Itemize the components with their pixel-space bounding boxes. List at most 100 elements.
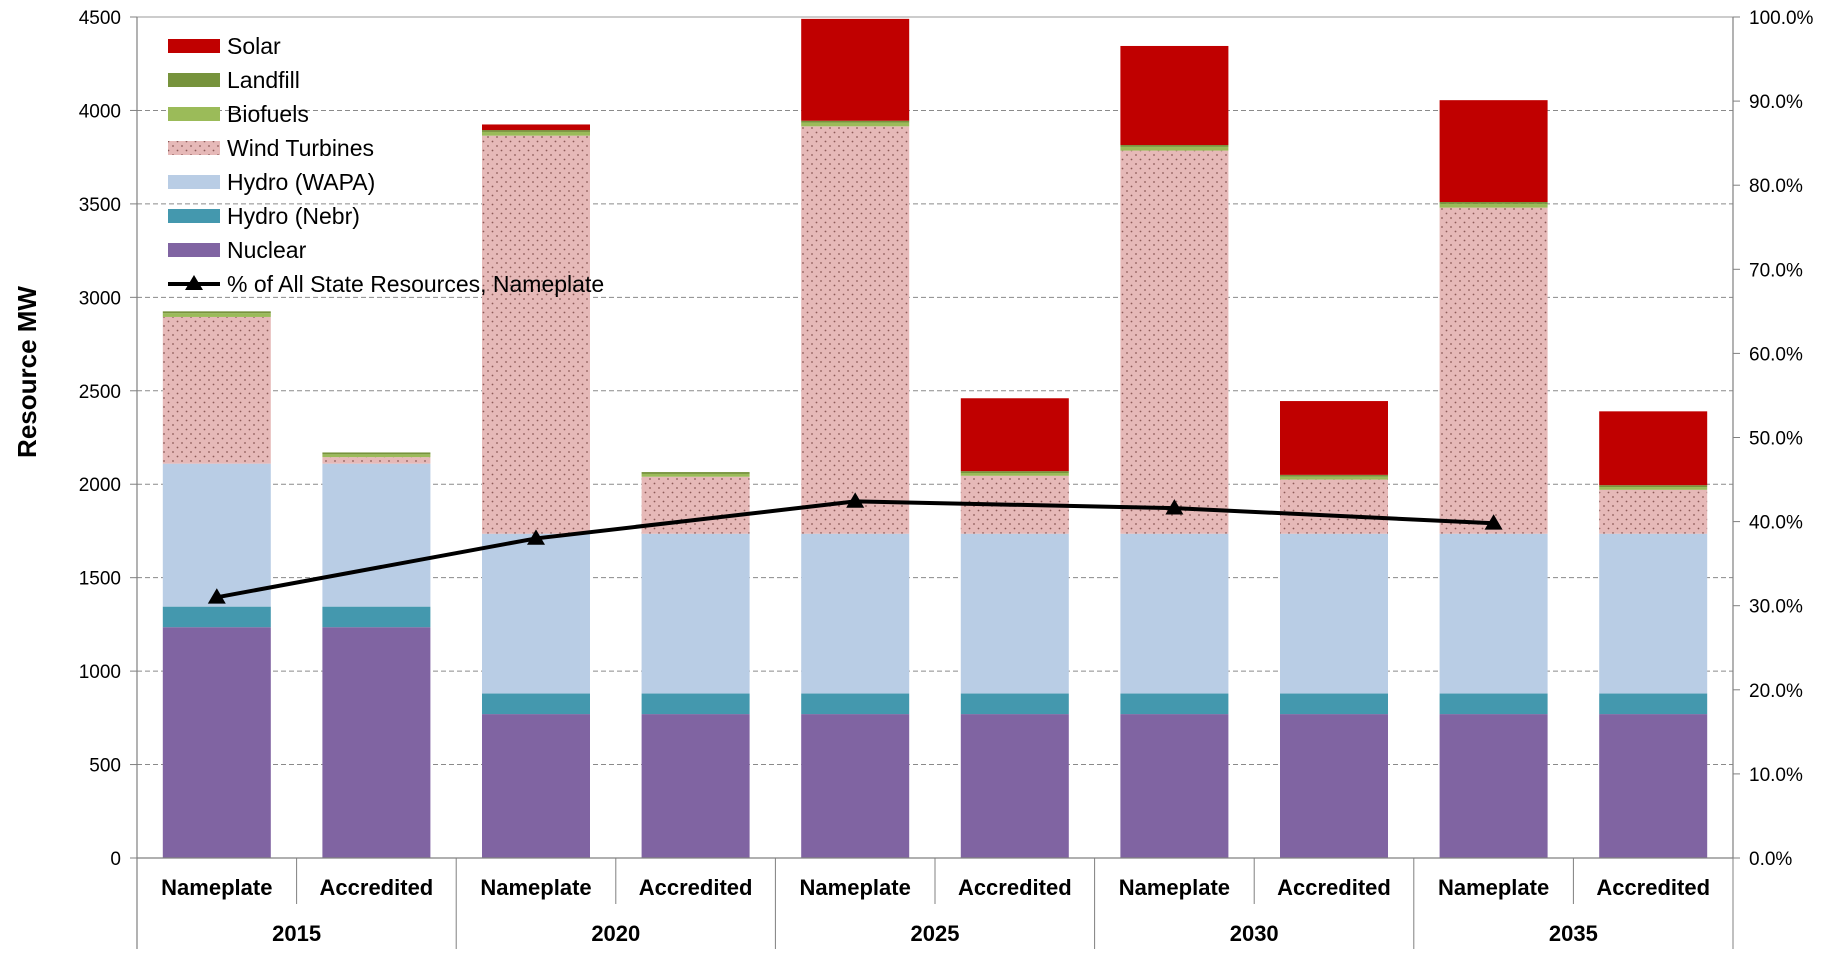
category-label: Accredited xyxy=(320,875,434,900)
y-tick-label: 3500 xyxy=(79,195,121,216)
bar-segment-wind-turbines xyxy=(322,457,431,464)
percent-line-marker xyxy=(1165,499,1184,515)
bar-segment-biofuels xyxy=(801,122,910,127)
bar-segment-wind-turbines xyxy=(801,126,910,534)
bar-segment-nuclear xyxy=(960,714,1069,858)
y2-tick-label: 50.0% xyxy=(1749,429,1803,450)
bar-segment-hydro-nebr xyxy=(960,693,1069,715)
bar-segment-nuclear xyxy=(641,714,750,858)
y2-tick-label: 40.0% xyxy=(1749,513,1803,534)
legend-label: Hydro (Nebr) xyxy=(227,203,360,229)
group-label: 2020 xyxy=(591,921,640,946)
bar-segment-hydro-nebr xyxy=(801,693,910,715)
bar-segment-biofuels xyxy=(1599,487,1708,490)
percent-line-marker xyxy=(207,588,226,604)
legend-label: Wind Turbines xyxy=(227,135,374,161)
legend-label: Landfill xyxy=(227,67,300,93)
bar-segment-hydro-nebr xyxy=(1599,693,1708,715)
category-label: Accredited xyxy=(639,875,753,900)
bar-segment-hydro-wapa xyxy=(1599,533,1708,694)
bar-segment-solar xyxy=(1599,411,1708,486)
bars xyxy=(162,18,1708,858)
y2-tick-label: 70.0% xyxy=(1749,260,1803,281)
y2-tick-label: 60.0% xyxy=(1749,344,1803,365)
y2-tick-label: 0.0% xyxy=(1749,849,1792,870)
percent-line xyxy=(207,492,1503,604)
bar-segment-solar xyxy=(1280,401,1388,475)
group-label: 2025 xyxy=(911,921,960,946)
bar-segment-landfill xyxy=(801,120,910,123)
y2-tick-label: 90.0% xyxy=(1749,92,1803,113)
legend-swatch xyxy=(168,243,220,257)
bar-segment-wind-turbines xyxy=(1439,207,1548,534)
bar-segment-solar xyxy=(482,124,590,131)
bar-segment-landfill xyxy=(1280,474,1388,477)
bar-segment-landfill xyxy=(482,130,590,132)
legend-label: Biofuels xyxy=(227,101,309,127)
category-label: Accredited xyxy=(1596,875,1710,900)
bar-segment-hydro-nebr xyxy=(162,606,271,628)
bar-segment-hydro-nebr xyxy=(641,693,750,715)
category-label: Nameplate xyxy=(1119,875,1230,900)
axes: 0 500 1000 1500 2000 2500 3000 3500 4000 4500 0.0%… xyxy=(79,8,1814,949)
percent-line-marker xyxy=(527,529,545,545)
bar-segment-hydro-wapa xyxy=(960,533,1069,694)
legend-swatch xyxy=(168,141,220,155)
legend-line-marker xyxy=(185,275,203,290)
bar-segment-hydro-wapa xyxy=(801,533,910,694)
y2-tick-label: 30.0% xyxy=(1749,597,1803,618)
bar-segment-solar xyxy=(960,398,1069,472)
percent-line-marker xyxy=(846,492,865,508)
bar-segment-nuclear xyxy=(1439,714,1548,858)
bar-segment-wind-turbines xyxy=(482,135,590,534)
bar-segment-biofuels xyxy=(1120,146,1229,151)
category-label: Nameplate xyxy=(800,875,911,900)
legend-swatch xyxy=(168,107,220,121)
bar-segment-hydro-nebr xyxy=(1120,693,1229,715)
group-label: 2035 xyxy=(1549,921,1598,946)
bar-segment-wind-turbines xyxy=(1280,479,1388,534)
bar-segment-hydro-nebr xyxy=(1439,693,1548,715)
bar-segment-biofuels xyxy=(1439,203,1548,208)
bar-segment-nuclear xyxy=(801,714,910,858)
bar-segment-hydro-nebr xyxy=(1280,693,1388,715)
y-tick-label: 1500 xyxy=(79,569,121,590)
y-tick-label: 4500 xyxy=(79,8,121,29)
bar-segment-solar xyxy=(801,18,910,121)
bar-segment-landfill xyxy=(960,471,1069,474)
bar-segment-biofuels xyxy=(960,473,1069,476)
legend-label: Solar xyxy=(227,33,281,59)
legend-swatch xyxy=(168,39,220,53)
legend-swatch xyxy=(168,73,220,87)
bar-segment-nuclear xyxy=(162,627,271,858)
y-tick-label: 2500 xyxy=(79,382,121,403)
bar-segment-hydro-wapa xyxy=(322,463,431,607)
y2-tick-label: 80.0% xyxy=(1749,176,1803,197)
y2-tick-label: 10.0% xyxy=(1749,765,1803,786)
bar-segment-hydro-wapa xyxy=(1120,533,1229,694)
bar-segment-biofuels xyxy=(322,454,431,458)
y-axis-title: Resource MW xyxy=(12,286,42,458)
bar-segment-landfill xyxy=(641,472,750,474)
category-label: Nameplate xyxy=(1438,875,1549,900)
bar-segment-solar xyxy=(1120,45,1229,146)
bar-segment-wind-turbines xyxy=(1120,150,1229,534)
percent-line-marker xyxy=(1484,514,1503,530)
bar-segment-biofuels xyxy=(162,313,271,317)
legend-label: Nuclear xyxy=(227,237,307,263)
category-label: Nameplate xyxy=(480,875,591,900)
bar-segment-nuclear xyxy=(1599,714,1708,858)
bar-segment-landfill xyxy=(1120,145,1229,147)
bar-segment-landfill xyxy=(322,452,431,455)
category-label: Accredited xyxy=(958,875,1072,900)
bar-segment-wind-turbines xyxy=(1599,489,1708,534)
category-label: Accredited xyxy=(1277,875,1391,900)
legend-swatch xyxy=(168,175,220,189)
bar-segment-wind-turbines xyxy=(162,316,271,464)
y2-tick-label: 20.0% xyxy=(1749,681,1803,702)
bar-segment-biofuels xyxy=(641,473,750,477)
bar-segment-hydro-wapa xyxy=(162,463,271,607)
bar-segment-solar xyxy=(1439,100,1548,203)
